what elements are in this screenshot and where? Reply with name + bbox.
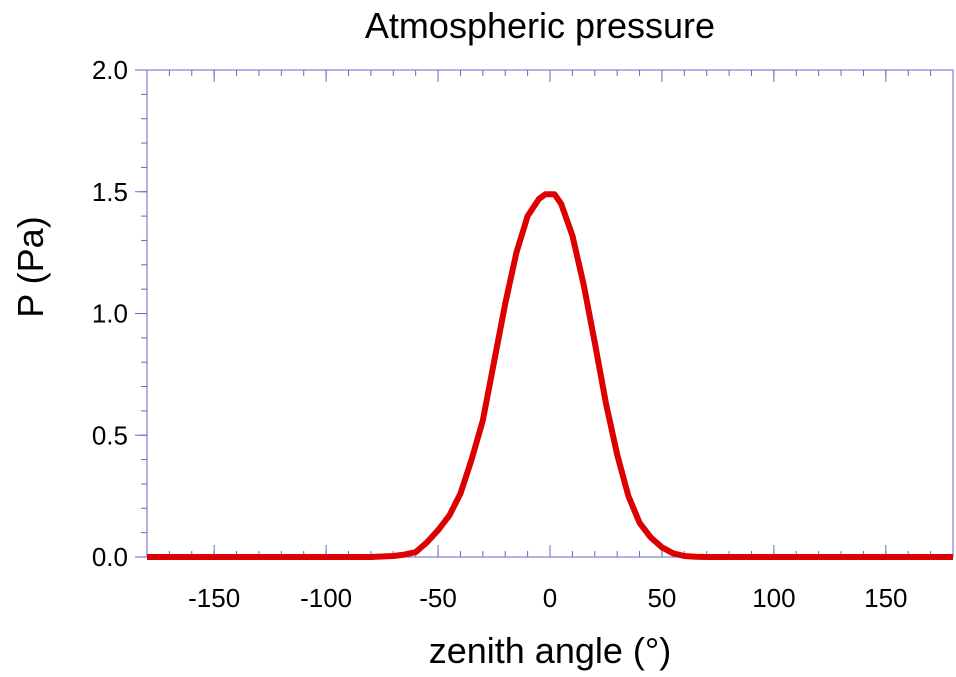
x-tick-label: -50 xyxy=(419,583,457,613)
x-axis-title: zenith angle (°) xyxy=(429,630,672,671)
x-tick-label: 150 xyxy=(864,583,907,613)
y-tick-label: 1.0 xyxy=(92,299,128,329)
y-tick-label: 1.5 xyxy=(92,177,128,207)
x-tick-label: 50 xyxy=(647,583,676,613)
plot-frame xyxy=(146,69,954,558)
y-tick-label: 2.0 xyxy=(92,55,128,85)
y-axis-title: P (Pa) xyxy=(10,216,51,317)
minor-ticks xyxy=(141,69,954,558)
series-layer xyxy=(147,191,953,560)
x-axis-ticks: -150 -100 -50 0 50 100 150 xyxy=(188,70,908,613)
y-tick-label: 0.0 xyxy=(92,542,128,572)
x-tick-label: 0 xyxy=(543,583,557,613)
x-tick-label: -100 xyxy=(300,583,352,613)
y-tick-label: 0.5 xyxy=(92,420,128,450)
y-axis-ticks: 0.0 0.5 1.0 1.5 2.0 xyxy=(92,55,147,572)
x-tick-label: -150 xyxy=(188,583,240,613)
chart-title: Atmospheric pressure xyxy=(365,5,715,46)
x-tick-label: 100 xyxy=(752,583,795,613)
pressure-series-line xyxy=(147,191,953,560)
